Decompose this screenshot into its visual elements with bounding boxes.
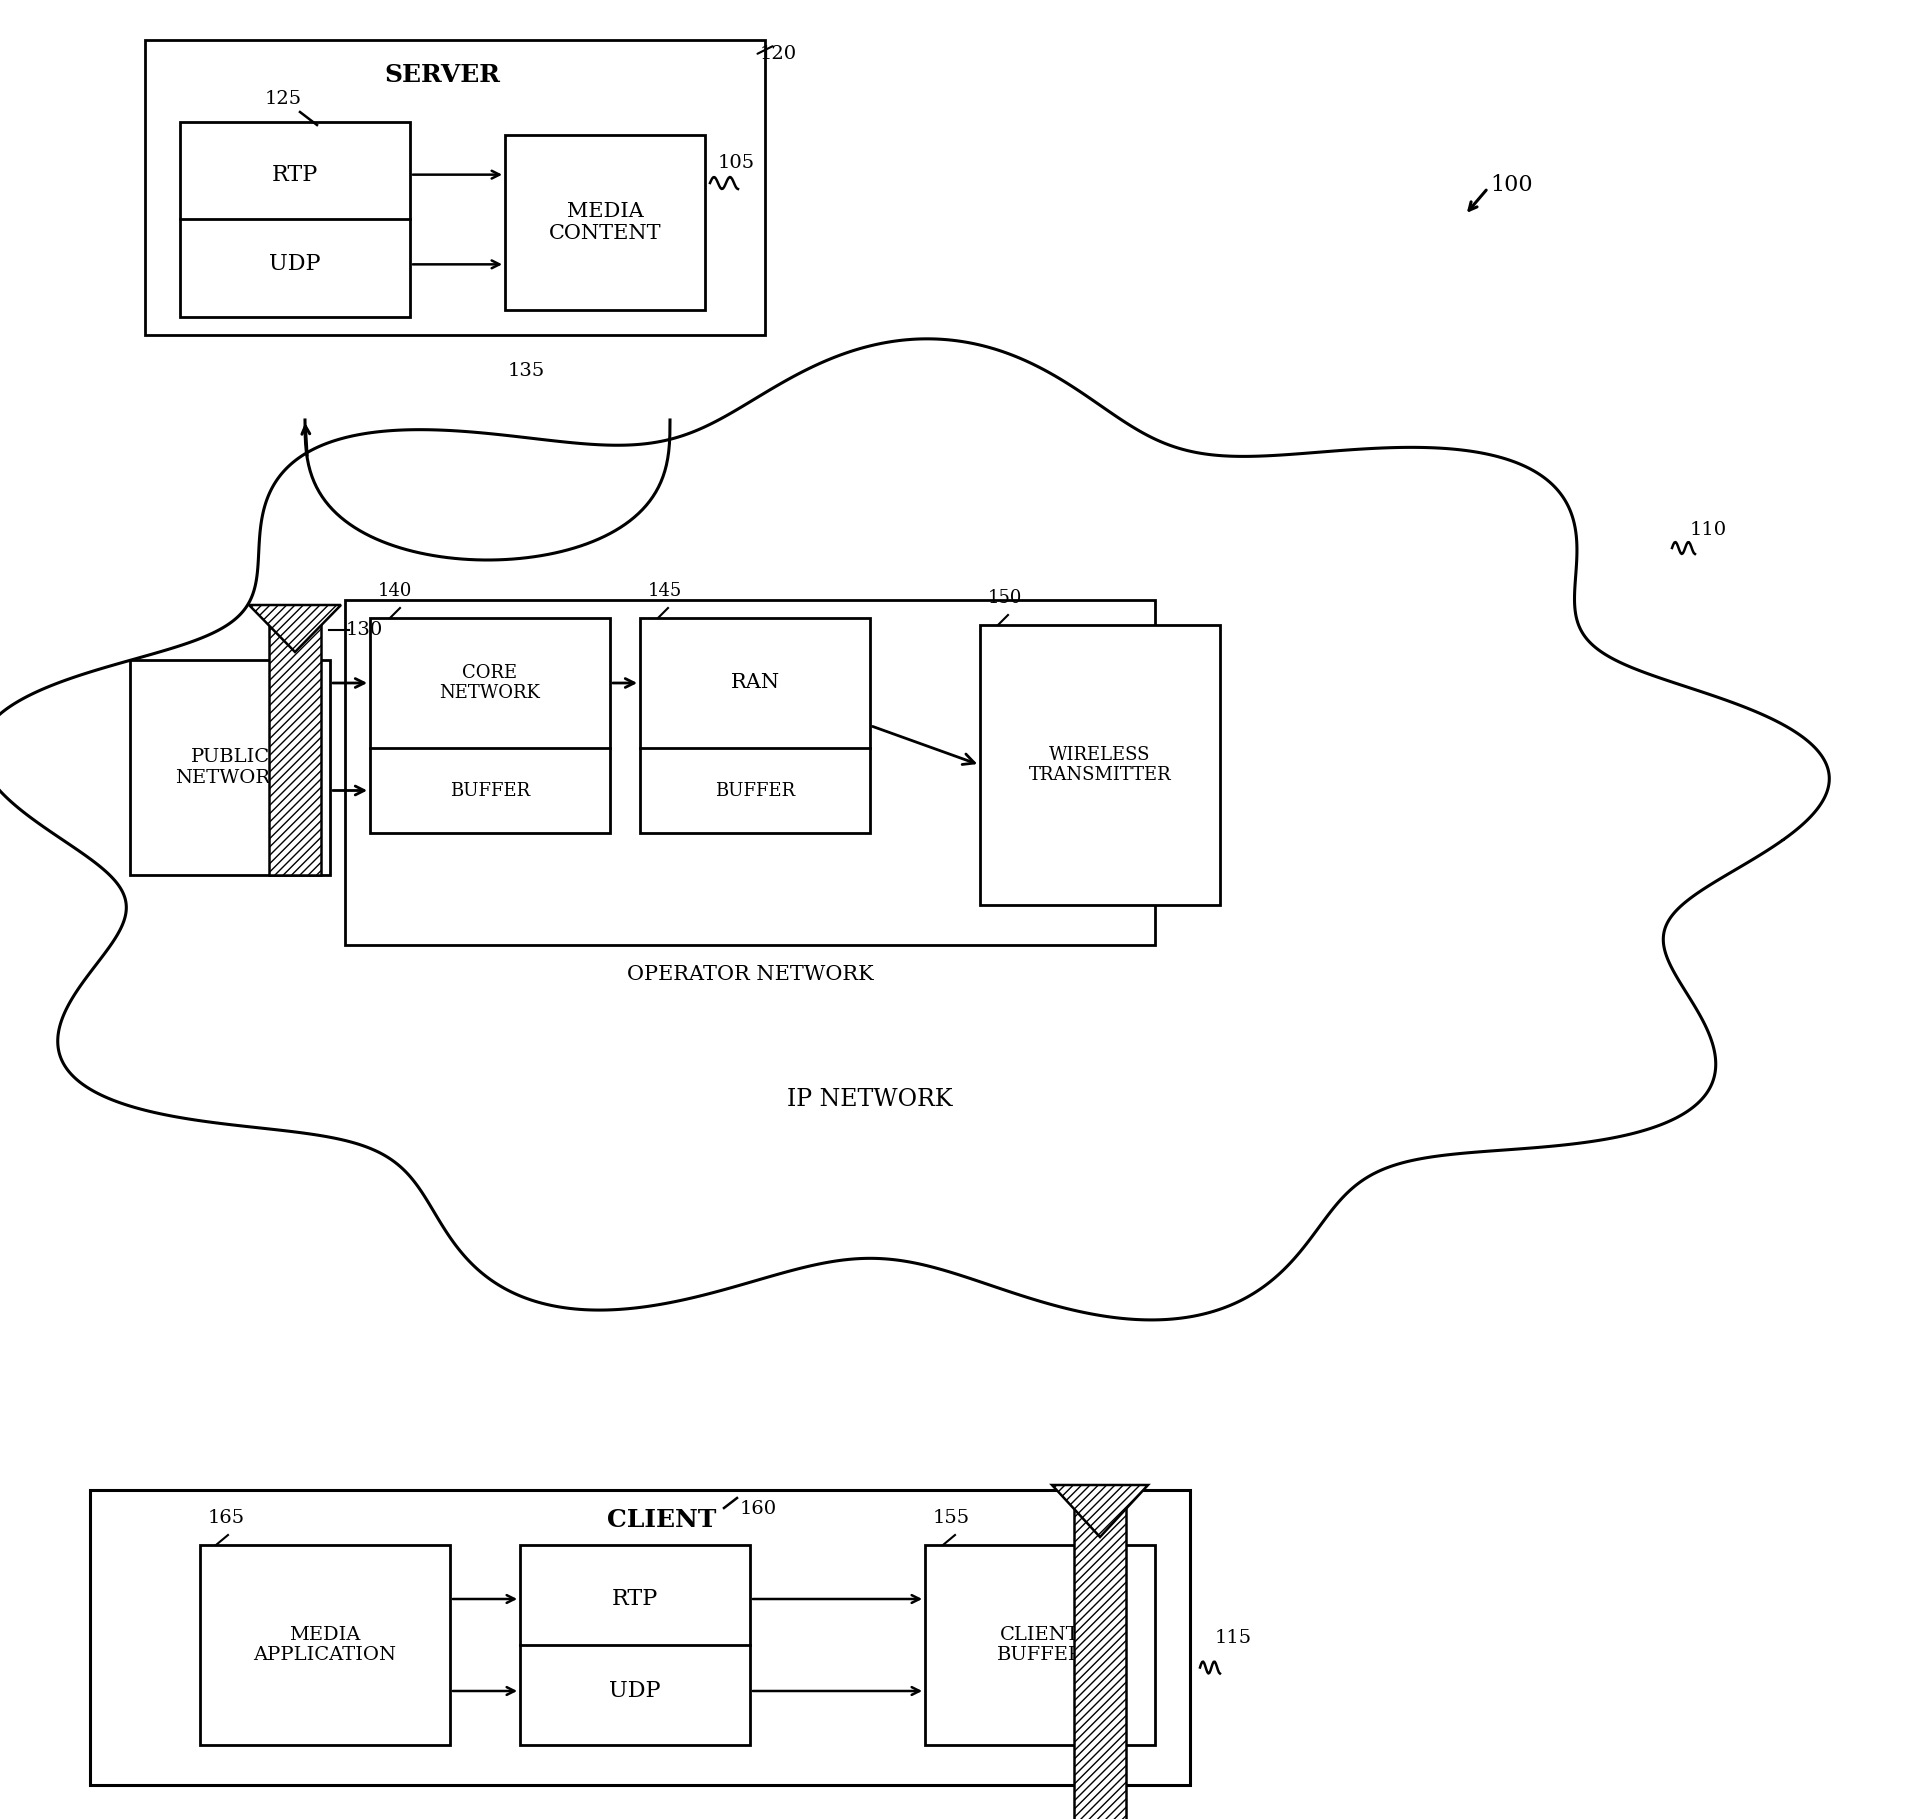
Text: MEDIA
CONTENT: MEDIA CONTENT <box>549 202 660 244</box>
Text: CORE
NETWORK: CORE NETWORK <box>440 664 540 702</box>
Text: IP NETWORK: IP NETWORK <box>787 1088 952 1111</box>
Text: BUFFER: BUFFER <box>449 782 530 800</box>
Bar <box>520 1544 751 1744</box>
Bar <box>371 618 611 833</box>
Text: SERVER: SERVER <box>384 64 501 87</box>
Bar <box>269 606 321 875</box>
Bar <box>639 618 870 833</box>
Text: CLIENT: CLIENT <box>607 1508 716 1532</box>
Text: UDP: UDP <box>609 1681 660 1703</box>
Bar <box>346 600 1156 946</box>
Bar <box>200 1544 449 1744</box>
Bar <box>979 626 1219 906</box>
Polygon shape <box>1052 1484 1148 1537</box>
Text: 165: 165 <box>207 1510 246 1526</box>
Text: 160: 160 <box>739 1501 778 1519</box>
Text: WIRELESS
TRANSMITTER: WIRELESS TRANSMITTER <box>1029 746 1171 784</box>
Text: 120: 120 <box>760 45 797 64</box>
Text: 125: 125 <box>265 89 301 107</box>
Text: CLIENT
BUFFER: CLIENT BUFFER <box>996 1626 1083 1664</box>
Text: 150: 150 <box>989 589 1021 608</box>
Text: RAN: RAN <box>730 673 780 693</box>
Polygon shape <box>0 338 1830 1321</box>
Text: MEDIA
APPLICATION: MEDIA APPLICATION <box>253 1626 397 1664</box>
Bar <box>131 660 330 875</box>
Text: 145: 145 <box>649 582 682 600</box>
Text: 140: 140 <box>378 582 413 600</box>
Text: 155: 155 <box>933 1510 970 1526</box>
Text: 115: 115 <box>1215 1628 1252 1646</box>
Text: 105: 105 <box>718 155 755 173</box>
Text: 135: 135 <box>507 362 545 380</box>
Bar <box>1073 1484 1125 1819</box>
Bar <box>925 1544 1156 1744</box>
Bar <box>146 40 764 335</box>
Text: RTP: RTP <box>273 164 319 186</box>
Text: OPERATOR NETWORK: OPERATOR NETWORK <box>626 966 874 984</box>
Text: RTP: RTP <box>612 1588 659 1610</box>
Text: UDP: UDP <box>269 253 321 275</box>
Bar <box>505 135 705 309</box>
Text: PUBLIC
NETWORK: PUBLIC NETWORK <box>175 748 284 788</box>
Text: 100: 100 <box>1490 175 1532 196</box>
Bar <box>90 1490 1190 1784</box>
Text: 110: 110 <box>1690 520 1728 538</box>
Text: BUFFER: BUFFER <box>714 782 795 800</box>
Bar <box>180 122 411 317</box>
Polygon shape <box>250 606 342 651</box>
Text: 130: 130 <box>346 620 384 638</box>
